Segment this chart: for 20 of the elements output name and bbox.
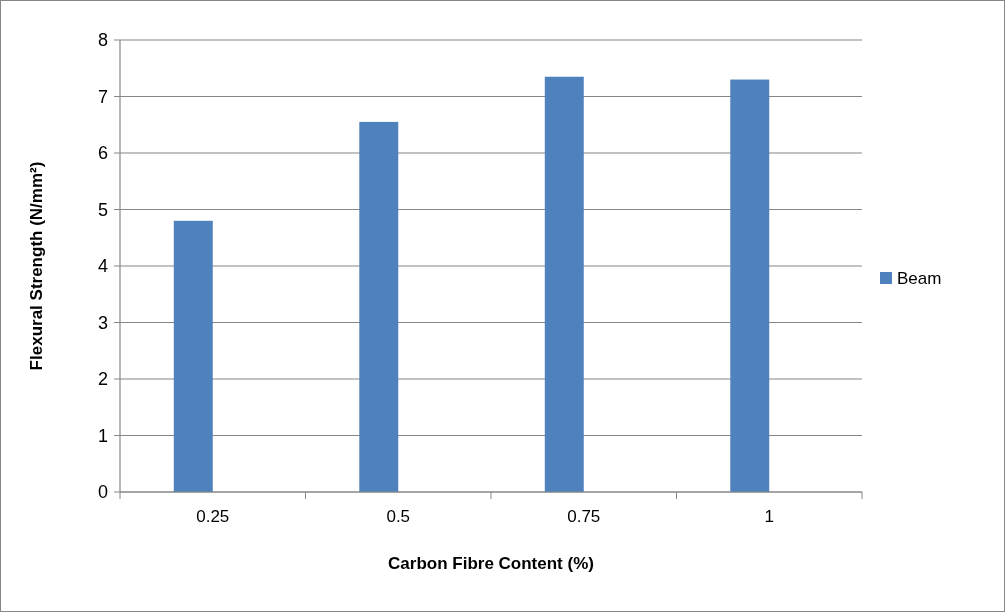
- y-tick-label: 7: [97, 86, 108, 107]
- y-tick-label: 1: [97, 425, 108, 446]
- y-tick-label: 8: [97, 30, 108, 51]
- x-tick-label: 1: [764, 507, 774, 526]
- x-tick-label: 0.5: [386, 507, 411, 526]
- bar: [544, 76, 584, 492]
- y-tick-label: 2: [97, 369, 108, 390]
- bar: [173, 220, 213, 492]
- x-axis-title: Carbon Fibre Content (%): [388, 554, 594, 573]
- y-tick-label: 5: [97, 199, 108, 220]
- y-tick-label: 6: [97, 143, 108, 164]
- x-tick-label: 0.75: [567, 507, 601, 526]
- bar: [359, 121, 399, 492]
- y-tick-label: 3: [97, 312, 108, 333]
- x-tick-label: 0.25: [196, 507, 230, 526]
- legend-label: Beam: [897, 268, 942, 288]
- y-tick-label: 4: [97, 256, 108, 277]
- y-axis-title: Flexural Strength (N/mm²): [27, 161, 46, 371]
- bar: [730, 79, 770, 492]
- y-tick-label: 0: [97, 482, 108, 503]
